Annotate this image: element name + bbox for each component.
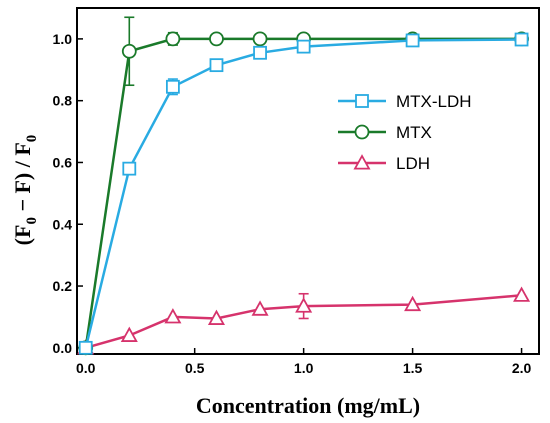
data-point-square <box>78 340 93 355</box>
legend-item-mtx: MTX <box>338 123 432 142</box>
data-point-square <box>122 161 137 176</box>
data-point-circle <box>354 124 370 140</box>
y-tick-label: 1.0 <box>53 31 73 47</box>
legend-label: MTX <box>396 123 432 142</box>
x-tick-label: 1.5 <box>403 360 423 376</box>
legend-label: LDH <box>396 154 430 173</box>
data-point-triangle <box>251 300 269 316</box>
data-point-square <box>514 32 529 47</box>
x-axis-title: Concentration (mg/mL) <box>196 393 420 418</box>
y-tick-label: 0.8 <box>53 93 73 109</box>
data-point-triangle <box>513 286 531 302</box>
data-point-square <box>355 94 369 108</box>
data-point-triangle <box>207 309 226 325</box>
plot-frame <box>76 7 540 355</box>
x-tick-label: 2.0 <box>512 360 532 376</box>
data-point-circle <box>121 43 137 59</box>
axis-ticks: 0.0 0.5 1.0 1.5 2.0 0.0 0.2 0.4 0.6 0.8 1.0 <box>53 31 532 376</box>
series-line <box>85 294 522 350</box>
x-tick-label: 0.0 <box>76 360 96 376</box>
data-point-triangle <box>353 154 371 170</box>
data-point-circle <box>209 31 224 47</box>
y-axis-title-subscript: 0 <box>24 217 40 225</box>
data-point-square <box>165 79 180 94</box>
data-point-circle <box>165 31 181 47</box>
data-point-triangle <box>120 326 138 342</box>
data-point-triangle <box>164 308 182 324</box>
x-tick-label: 1.0 <box>294 360 314 376</box>
series-layer <box>77 16 531 356</box>
series-mtx-ldh <box>78 32 529 355</box>
series-line <box>84 37 522 349</box>
data-point-circle <box>252 31 268 47</box>
y-tick-label: 0.6 <box>53 154 73 170</box>
y-axis-title-subscript: 0 <box>24 135 40 143</box>
y-tick-label: 0.0 <box>53 340 73 356</box>
legend-item-mtx-ldh: MTX-LDH <box>338 92 472 111</box>
legend-item-ldh: LDH <box>338 154 430 173</box>
y-tick-label: 0.4 <box>53 216 73 232</box>
y-axis-title: (F0 − F) / F0 <box>10 135 40 246</box>
plot-border <box>76 7 540 355</box>
legend: MTX-LDH MTX LDH <box>338 92 472 173</box>
data-point-square <box>209 58 224 73</box>
y-tick-label: 0.2 <box>53 278 73 294</box>
data-point-square <box>405 33 420 48</box>
data-point-square <box>296 39 311 54</box>
series-ldh <box>77 286 531 355</box>
y-axis-title-part: − F) / F <box>10 142 35 217</box>
legend-label: MTX-LDH <box>396 92 472 111</box>
x-tick-label: 0.5 <box>185 360 205 376</box>
series-line <box>84 38 522 349</box>
data-point-triangle <box>295 297 313 313</box>
y-axis-title-part: (F <box>10 225 35 246</box>
data-point-square <box>253 45 267 60</box>
data-point-triangle <box>404 295 422 312</box>
